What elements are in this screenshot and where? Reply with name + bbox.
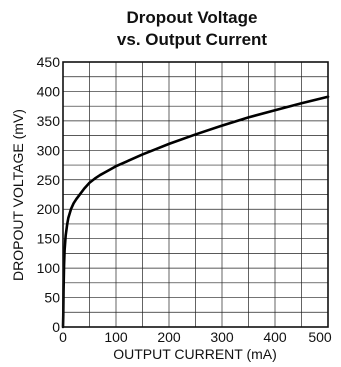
x-tick-label: 100 [104,329,128,345]
plot-frame [62,61,329,328]
chart-title-line-1: Dropout Voltage [127,8,258,27]
y-tick-label: 0 [52,319,60,335]
grid-lines [63,62,328,327]
x-tick-label: 300 [210,329,234,345]
x-axis-label: OUTPUT CURRENT (mA) [113,346,277,362]
y-tick-label: 350 [37,113,61,129]
x-tick-label: 0 [59,329,67,345]
y-tick-labels: 0 50 100 150 200 250 300 350 400 450 [37,54,61,335]
y-tick-label: 100 [37,260,61,276]
x-tick-label: 200 [157,329,181,345]
y-tick-label: 200 [37,201,61,217]
y-tick-label: 150 [37,231,61,247]
x-tick-labels: 0 100 200 300 400 500 [59,329,332,345]
x-tick-label: 500 [308,329,332,345]
y-axis-label: DROPOUT VOLTAGE (mV) [10,109,26,281]
y-tick-label: 250 [37,172,61,188]
series [61,95,330,329]
y-tick-label: 300 [37,142,61,158]
dropout-voltage-curve [61,95,330,329]
chart-title-line-2: vs. Output Current [117,30,268,49]
y-tick-label: 50 [44,290,60,306]
y-tick-label: 400 [37,83,61,99]
x-tick-label: 400 [263,329,287,345]
y-tick-label: 450 [37,54,61,70]
